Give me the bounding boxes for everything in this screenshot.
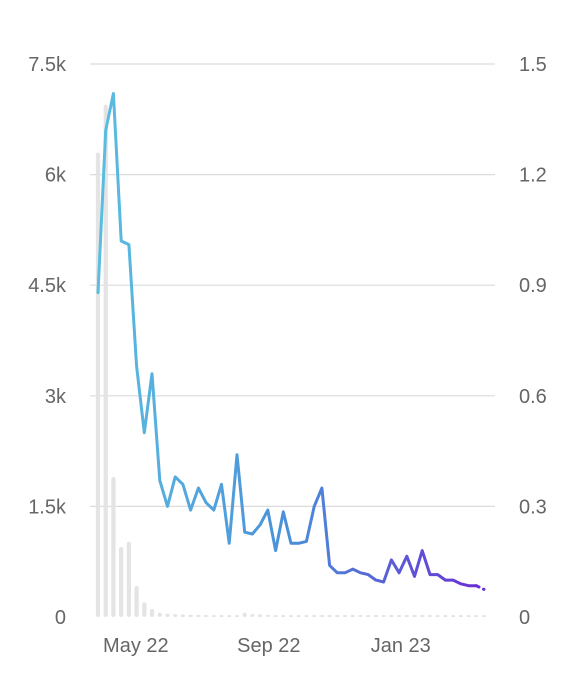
bar (142, 602, 146, 617)
bar (420, 615, 424, 617)
left-tick-label: 1.5k (28, 496, 67, 518)
bar (96, 152, 100, 617)
bar (219, 615, 223, 617)
bar (297, 615, 301, 617)
bar (227, 615, 231, 617)
bar (482, 615, 486, 617)
bar (451, 615, 455, 617)
bar (212, 615, 216, 617)
bar (150, 609, 154, 617)
bar (181, 614, 185, 617)
bar (389, 615, 393, 617)
bar (428, 615, 432, 617)
bar (266, 615, 270, 617)
bar (374, 615, 378, 617)
bar (397, 615, 401, 617)
left-tick-label: 6k (45, 165, 67, 187)
bar (111, 477, 115, 617)
bar (327, 615, 331, 617)
bar (343, 615, 347, 617)
bar (436, 615, 440, 617)
bar (250, 614, 254, 617)
left-tick-label: 3k (45, 386, 67, 408)
bar (466, 615, 470, 617)
left-y-axis: 0 1.5k 3k 4.5k 6k 7.5k (28, 54, 67, 629)
bar (459, 615, 463, 617)
left-tick-label: 4.5k (28, 275, 67, 297)
bar (204, 615, 208, 617)
bar (189, 615, 193, 617)
bar (412, 615, 416, 617)
bar (273, 615, 277, 617)
x-tick-label: May 22 (103, 635, 169, 657)
bar (196, 615, 200, 617)
bar (119, 547, 123, 617)
x-axis: May 22 Sep 22 Jan 23 (103, 635, 431, 657)
bar (358, 615, 362, 617)
bar (320, 615, 324, 617)
bar (258, 614, 262, 617)
right-y-axis: 0 0.3 0.6 0.9 1.2 1.5 (519, 54, 547, 629)
left-tick-label: 7.5k (28, 54, 67, 76)
right-tick-label: 0.3 (519, 496, 547, 518)
bar (281, 615, 285, 617)
bar (134, 586, 138, 617)
bar (443, 615, 447, 617)
line-path-projection (476, 586, 484, 590)
bar (243, 613, 247, 617)
line-path (98, 94, 476, 586)
bar (312, 615, 316, 617)
x-tick-label: Sep 22 (237, 635, 300, 657)
bar (165, 614, 169, 617)
grid-lines (90, 64, 495, 506)
line-series (98, 93, 484, 589)
bar (289, 615, 293, 617)
right-tick-label: 0 (519, 607, 530, 629)
bar (335, 615, 339, 617)
left-tick-label: 0 (55, 607, 66, 629)
bar (474, 615, 478, 617)
bar (304, 615, 308, 617)
bar (382, 615, 386, 617)
bar (405, 615, 409, 617)
bar (127, 542, 131, 617)
right-tick-label: 1.5 (519, 54, 547, 76)
bar (173, 614, 177, 617)
bar (366, 615, 370, 617)
right-tick-label: 0.6 (519, 386, 547, 408)
bar (351, 615, 355, 617)
right-tick-label: 1.2 (519, 165, 547, 187)
bar (235, 615, 239, 617)
bar (158, 613, 162, 617)
right-tick-label: 0.9 (519, 275, 547, 297)
x-tick-label: Jan 23 (371, 635, 431, 657)
